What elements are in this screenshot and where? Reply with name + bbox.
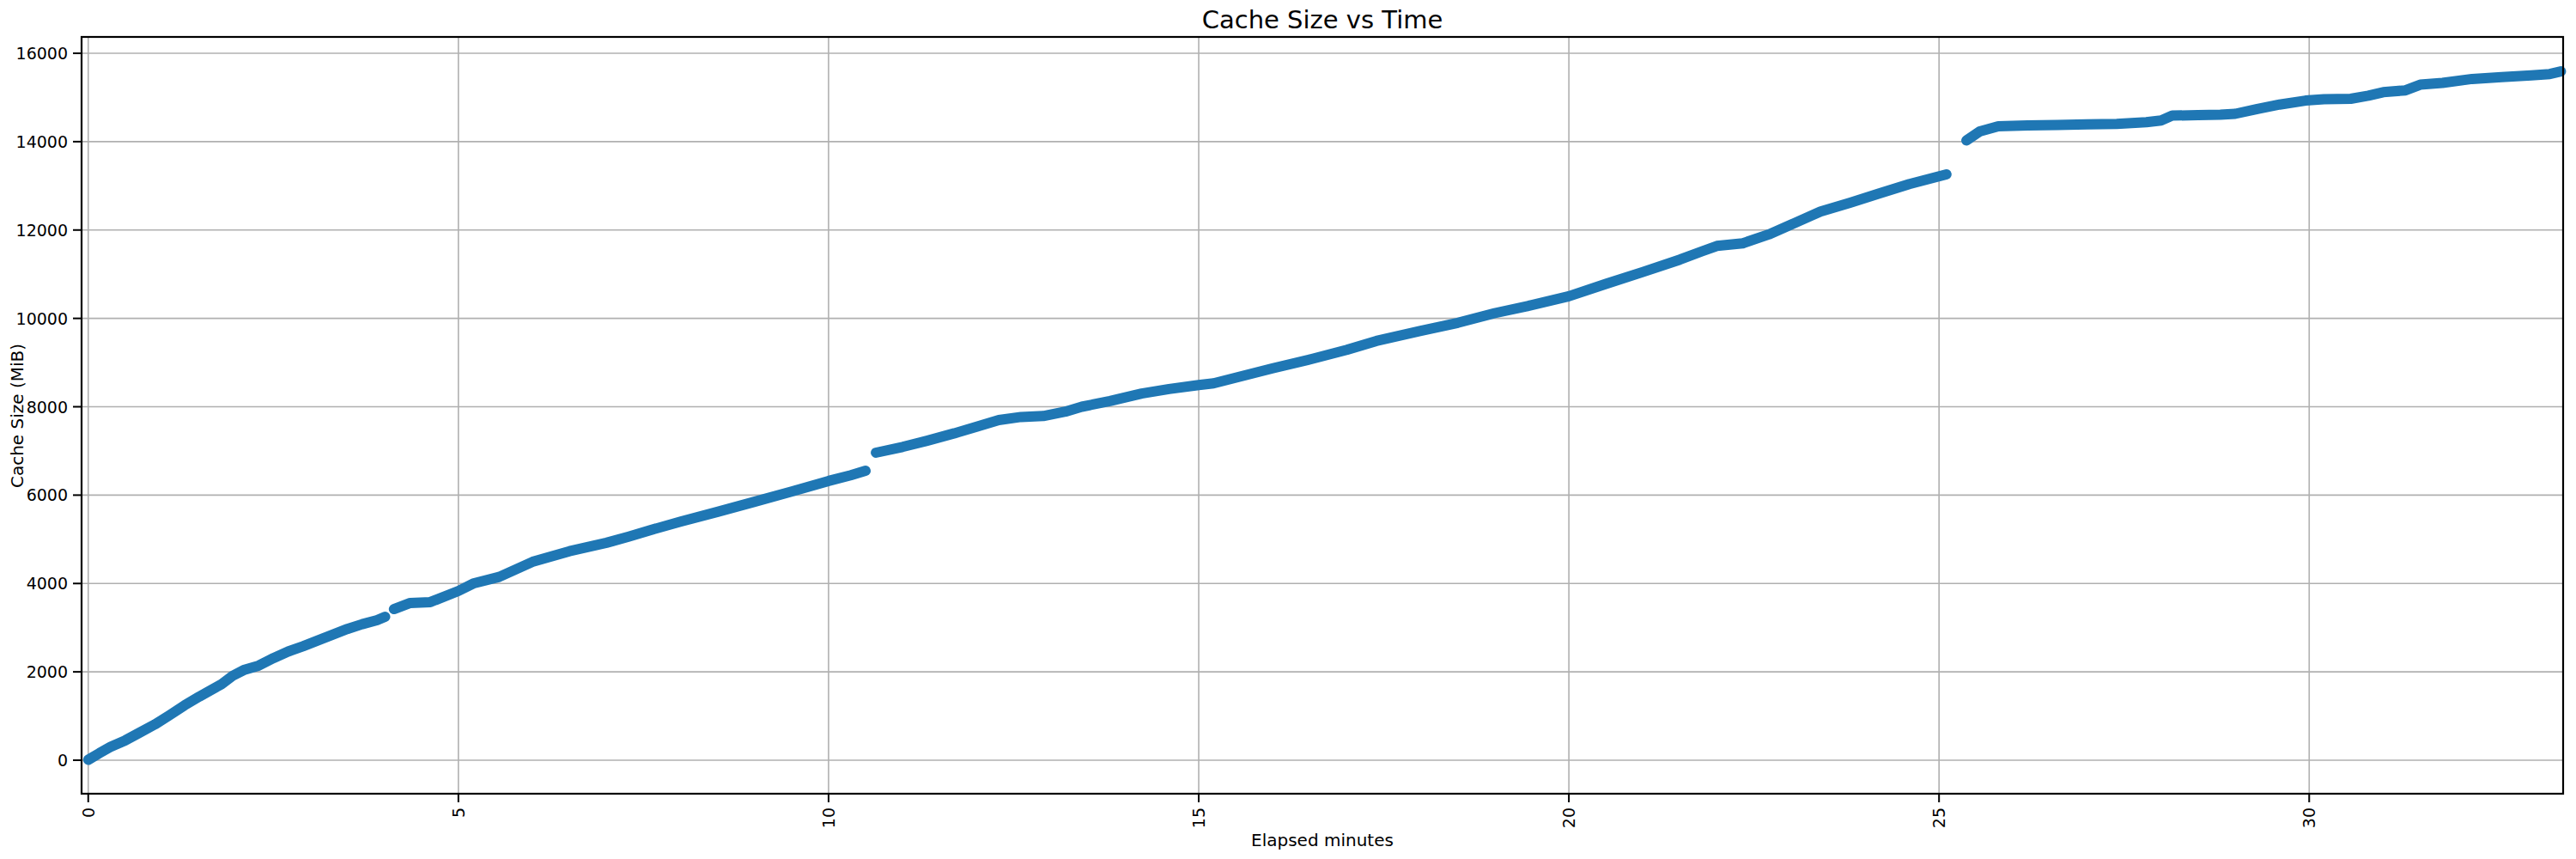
x-tick-label: 5 <box>449 807 468 818</box>
tick-label-layer: 0 5 10 15 20 25 30 0 2000 4000 6000 8000 10000 12000 1… <box>16 44 2319 828</box>
x-axis-label: Elapsed minutes <box>1251 830 1394 850</box>
x-tick-label: 30 <box>2300 807 2318 828</box>
chart-title: Cache Size vs Time <box>1202 5 1443 34</box>
axis-layer <box>73 53 2309 802</box>
x-tick-label: 20 <box>1559 807 1578 828</box>
y-tick-label: 0 <box>58 751 68 770</box>
x-tick-label: 15 <box>1189 807 1208 828</box>
y-tick-label: 2000 <box>27 662 68 681</box>
y-tick-label: 4000 <box>27 574 68 593</box>
x-tick-label: 25 <box>1929 807 1948 828</box>
series-line-segment <box>88 617 386 760</box>
y-tick-label: 16000 <box>16 44 68 63</box>
series-line-segment <box>1966 71 2561 140</box>
series-line-segment <box>876 174 1947 453</box>
chart-figure: 0 5 10 15 20 25 30 0 2000 4000 6000 8000 10000 12000 1… <box>0 0 2576 859</box>
y-axis-label: Cache Size (MiB) <box>7 344 27 488</box>
grid-layer <box>82 37 2563 794</box>
y-tick-label: 14000 <box>16 132 68 151</box>
y-tick-label: 12000 <box>16 221 68 240</box>
y-tick-label: 6000 <box>27 485 68 504</box>
x-tick-label: 0 <box>79 807 98 818</box>
plot-area-svg: 0 5 10 15 20 25 30 0 2000 4000 6000 8000 10000 12000 1… <box>0 0 2576 859</box>
y-tick-label: 8000 <box>27 398 68 417</box>
y-tick-label: 10000 <box>16 309 68 328</box>
data-line-layer <box>88 71 2561 759</box>
x-tick-label: 10 <box>819 807 838 828</box>
series-line-segment <box>394 471 866 609</box>
plot-spines <box>82 37 2563 794</box>
